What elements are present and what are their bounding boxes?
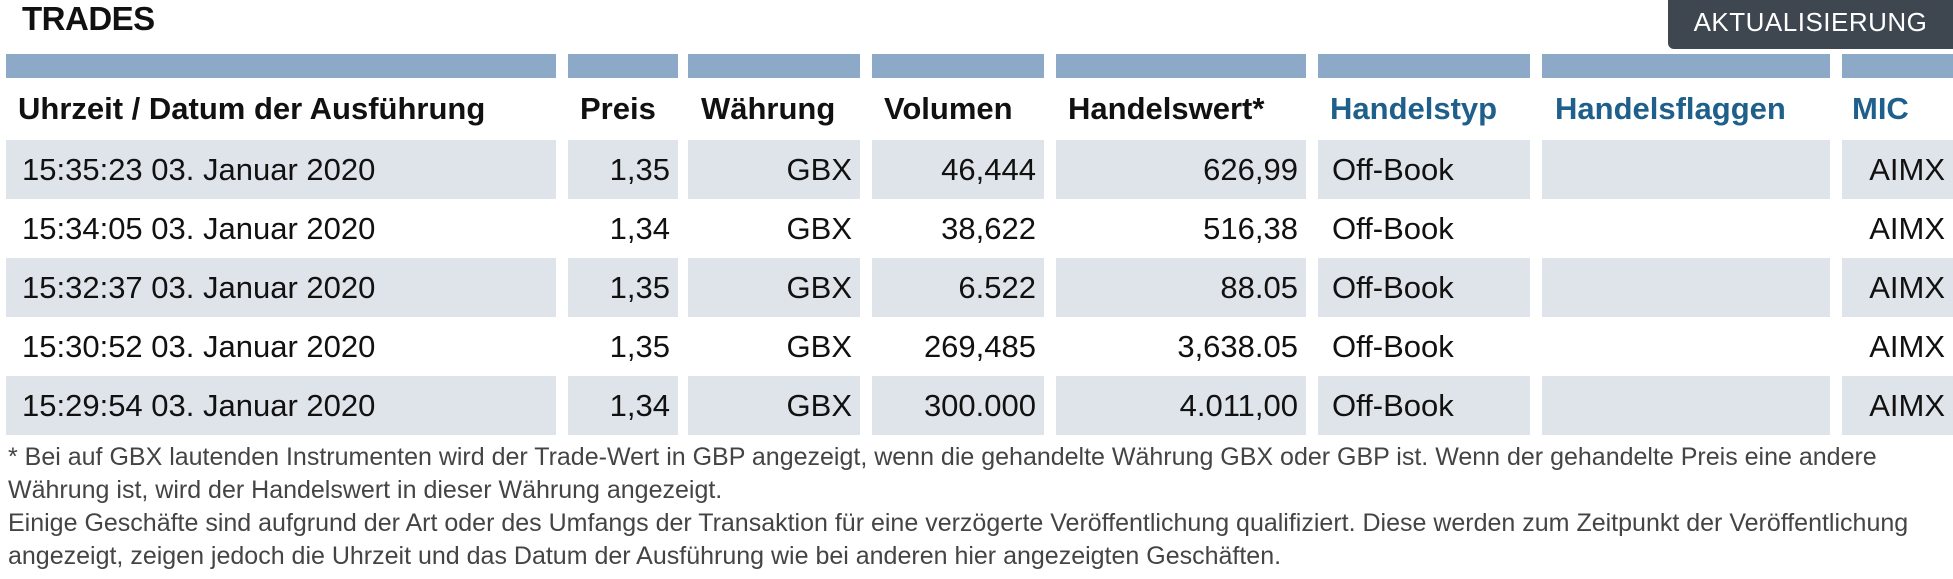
cell-price: 1,35 <box>609 329 670 364</box>
cell-mic: AIMX <box>1842 376 1953 435</box>
cell-mic: AIMX <box>1842 258 1953 317</box>
cell-value: 4.011,00 <box>1056 376 1306 435</box>
section-title: TRADES <box>22 0 155 37</box>
cell-type: Off-Book <box>1332 211 1454 246</box>
cell-volume: 6.522 <box>872 258 1044 317</box>
column-bar-currency <box>688 54 860 78</box>
cell-currency: GBX <box>786 329 852 364</box>
table-row: 15:29:54 03. Januar 2020 1,34 GBX 300.00… <box>0 376 1953 435</box>
table-row: 15:32:37 03. Januar 2020 1,35 GBX 6.522 … <box>0 258 1953 317</box>
cell-currency: GBX <box>688 376 860 435</box>
footnote-currency: * Bei auf GBX lautenden Instrumenten wir… <box>8 443 1877 504</box>
table-row: 15:34:05 03. Januar 2020 1,34 GBX 38,622… <box>0 199 1953 258</box>
footnote: * Bei auf GBX lautenden Instrumenten wir… <box>8 441 1948 573</box>
column-header-flags[interactable]: Handelsflaggen <box>1555 91 1786 126</box>
cell-time: 15:30:52 03. Januar 2020 <box>22 329 376 364</box>
cell-value: 88.05 <box>1056 258 1306 317</box>
cell-volume: 38,622 <box>941 211 1036 246</box>
column-bar-mic <box>1842 54 1953 78</box>
cell-flags <box>1542 258 1830 317</box>
cell-time: 15:29:54 03. Januar 2020 <box>6 376 556 435</box>
cell-price: 1,34 <box>609 211 670 246</box>
cell-volume: 300.000 <box>872 376 1044 435</box>
cell-value: 516,38 <box>1203 211 1298 246</box>
refresh-button[interactable]: AKTUALISIERUNG <box>1668 0 1953 49</box>
cell-type: Off-Book <box>1332 329 1454 364</box>
cell-flags <box>1542 140 1830 199</box>
table-row: 15:35:23 03. Januar 2020 1,35 GBX 46,444… <box>0 140 1953 199</box>
table-row: 15:30:52 03. Januar 2020 1,35 GBX 269,48… <box>0 317 1953 376</box>
cell-value: 3,638.05 <box>1177 329 1298 364</box>
footnote-delayed-publication: Einige Geschäfte sind aufgrund der Art o… <box>8 509 1909 570</box>
cell-value: 626,99 <box>1056 140 1306 199</box>
column-bar-volume <box>872 54 1044 78</box>
column-header-time: Uhrzeit / Datum der Ausführung <box>18 91 486 126</box>
column-bar-value <box>1056 54 1306 78</box>
column-header-currency: Währung <box>701 91 836 126</box>
cell-flags <box>1542 376 1830 435</box>
column-bar-price <box>568 54 678 78</box>
table-header: Uhrzeit / Datum der Ausführung Preis Wäh… <box>0 78 1953 140</box>
cell-price: 1,35 <box>568 140 678 199</box>
cell-mic: AIMX <box>1869 211 1945 246</box>
cell-flags <box>1542 317 1830 376</box>
cell-currency: GBX <box>688 140 860 199</box>
trades-table-body: 15:35:23 03. Januar 2020 1,35 GBX 46,444… <box>0 140 1953 435</box>
cell-price: 1,35 <box>568 258 678 317</box>
cell-price: 1,34 <box>568 376 678 435</box>
cell-currency: GBX <box>688 258 860 317</box>
column-header-type[interactable]: Handelstyp <box>1330 91 1498 126</box>
column-bar-type <box>1318 54 1530 78</box>
column-bar-time <box>6 54 556 78</box>
cell-type: Off-Book <box>1318 376 1530 435</box>
cell-currency: GBX <box>786 211 852 246</box>
cell-volume: 46,444 <box>872 140 1044 199</box>
cell-mic: AIMX <box>1869 329 1945 364</box>
cell-time: 15:35:23 03. Januar 2020 <box>6 140 556 199</box>
cell-flags <box>1542 199 1830 258</box>
column-header-price: Preis <box>580 91 656 126</box>
cell-type: Off-Book <box>1318 140 1530 199</box>
column-header-bars <box>0 54 1953 78</box>
column-bar-flags <box>1542 54 1830 78</box>
cell-mic: AIMX <box>1842 140 1953 199</box>
column-header-value: Handelswert* <box>1068 91 1265 126</box>
cell-time: 15:32:37 03. Januar 2020 <box>6 258 556 317</box>
trades-header: TRADES AKTUALISIERUNG <box>0 0 1953 54</box>
cell-type: Off-Book <box>1318 258 1530 317</box>
column-header-volume: Volumen <box>884 91 1013 126</box>
cell-volume: 269,485 <box>923 329 1036 364</box>
column-header-mic[interactable]: MIC <box>1852 91 1909 126</box>
cell-time: 15:34:05 03. Januar 2020 <box>22 211 376 246</box>
